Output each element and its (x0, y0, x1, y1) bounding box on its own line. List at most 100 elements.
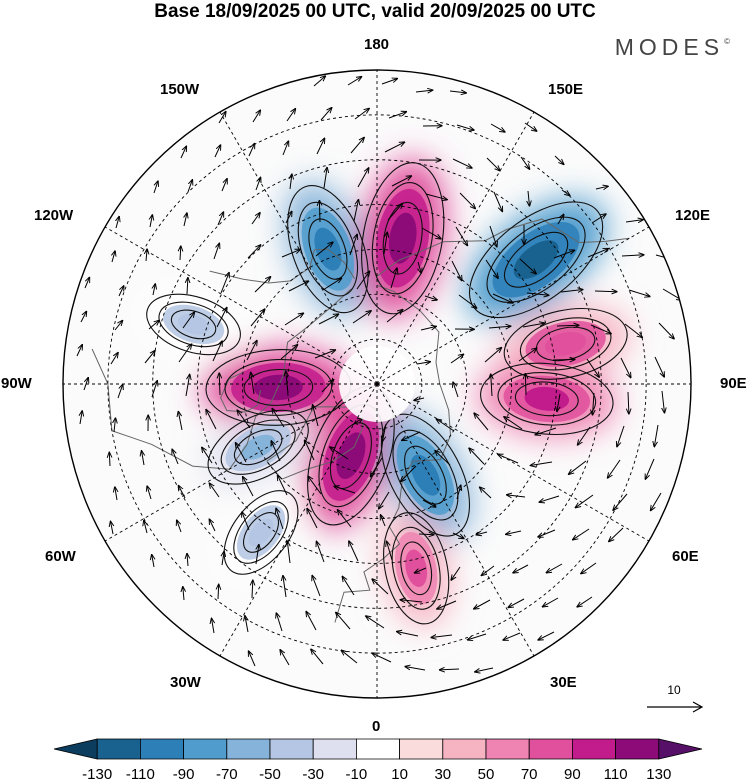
wind-arrow (316, 541, 325, 563)
wind-arrow (372, 653, 392, 663)
wind-arrow (147, 486, 152, 500)
wind-arrow (490, 123, 505, 132)
brand-logo: MODES© (615, 34, 730, 61)
wind-arrow (187, 180, 192, 193)
meridian-30 (376, 383, 535, 657)
wind-arrow (504, 417, 523, 430)
northeast-pacific-trough-contour-1 (287, 185, 369, 314)
wind-arrow (481, 565, 495, 576)
wind-arrow (114, 418, 116, 433)
wind-arrow (252, 110, 260, 123)
wind-arrow (330, 447, 349, 460)
wind-arrow (220, 273, 229, 294)
central-asia-ridge-east-contour-3 (514, 381, 579, 417)
meridian-210 (219, 111, 378, 385)
colorbar-cell-1 (96, 738, 141, 760)
wind-arrow (148, 320, 159, 330)
wind-arrow (503, 632, 521, 640)
wind-arrow (248, 143, 255, 157)
wind-arrow (569, 460, 587, 474)
okhotsk-trough-contour-2 (486, 216, 586, 303)
wind-arrow (278, 475, 288, 496)
wind-arrow (366, 616, 385, 629)
coastlines (91, 218, 630, 623)
wind-arrow (321, 380, 334, 393)
northeast-pacific-trough-contour-2 (297, 201, 359, 297)
wind-arrow (383, 232, 387, 255)
colorbar-tick-label: -50 (259, 766, 281, 783)
wind-arrow (214, 145, 221, 158)
lon-label-120w: 120W (34, 207, 74, 224)
wind-arrow (112, 251, 115, 263)
wind-arrow (401, 465, 417, 482)
wind-arrow (557, 393, 560, 412)
wind-arrow (151, 381, 157, 398)
wind-arrow (591, 214, 606, 224)
brand-name: MODES (614, 34, 725, 60)
wind-arrow (246, 340, 257, 361)
wind-arrow (150, 215, 152, 228)
wind-arrow (609, 527, 624, 542)
wind-arrow (306, 611, 317, 631)
bering-ridge-contour-2 (371, 182, 434, 295)
wind-arrow (357, 168, 369, 188)
reference-vector-arrow (647, 701, 704, 713)
wind-arrow (313, 76, 326, 87)
colorbar-tick-label: -110 (125, 766, 155, 783)
anomaly-cores (162, 188, 606, 605)
wind-arrow (414, 567, 427, 573)
wind-arrow (535, 427, 557, 435)
wind-arrow (416, 362, 430, 364)
wind-arrow (421, 227, 441, 239)
wind-arrow (518, 348, 537, 362)
wind-arrow (218, 112, 226, 124)
wind-arrow (287, 541, 290, 564)
brand-mark: © (724, 37, 730, 46)
wind-arrow (256, 545, 259, 565)
colorbar-tick-label: 90 (564, 766, 581, 783)
europe-coast (334, 284, 452, 623)
colorbar-cell-5 (269, 738, 314, 760)
wind-arrow (528, 190, 530, 206)
west-canada-trough-contour-1 (146, 293, 241, 356)
wind-arrow (254, 277, 271, 293)
colorbar-cell-10 (485, 738, 530, 760)
wind-arrow (560, 290, 583, 293)
wind-arrow (251, 372, 255, 395)
parallel-70 (286, 293, 468, 475)
wind-arrow (341, 650, 358, 664)
west-canada-trough-contour-3 (170, 309, 217, 340)
wind-arrow (456, 485, 461, 500)
wind-arrow (178, 344, 192, 363)
reference-vector-label: 10 (667, 683, 681, 697)
wind-arrow (206, 409, 217, 430)
wind-arrow (313, 405, 319, 427)
wind-arrow (469, 448, 485, 465)
wind-arrow (217, 212, 224, 226)
wind-arrow (252, 580, 253, 599)
wind-arrow (272, 409, 285, 428)
wind-arrow (382, 423, 387, 441)
wind-arrow (80, 311, 87, 323)
lon-label-180: 180 (364, 36, 390, 53)
wind-arrow (437, 600, 457, 609)
wind-arrow (662, 390, 665, 413)
wind-arrow (420, 326, 436, 331)
wind-arrow (431, 635, 453, 638)
colorbar (53, 738, 703, 760)
wind-arrow (117, 384, 123, 399)
colorbar-cell-9 (442, 738, 487, 760)
east-asia-coast (376, 218, 630, 277)
wind-arrow (507, 495, 526, 497)
wind-arrow (316, 138, 325, 155)
wind-arrow (250, 309, 265, 327)
wind-arrow (418, 261, 421, 273)
colorbar-tick-label: 110 (603, 766, 628, 783)
hudson-bay-ridge-contour-2 (224, 358, 333, 416)
wind-arrow (307, 508, 318, 529)
meridian-150 (376, 111, 535, 385)
colorbar-tick-label: 130 (646, 766, 672, 783)
colorbar-cell-0 (53, 738, 98, 760)
parallel-60 (241, 248, 513, 520)
colorbar-cell-11 (528, 738, 573, 760)
